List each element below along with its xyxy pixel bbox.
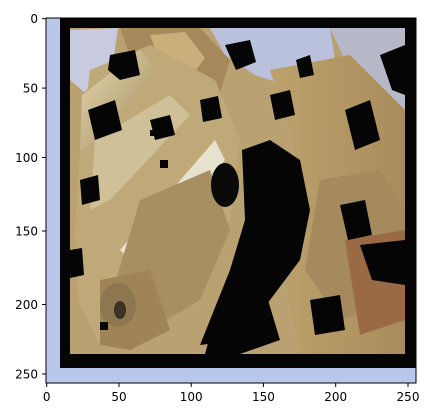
- x-tick-label: 50: [111, 390, 126, 404]
- x-tick-label: 100: [180, 390, 203, 404]
- horse-image: [46, 18, 416, 383]
- y-tick-label: 200: [15, 298, 38, 312]
- y-tick-label: 50: [23, 82, 38, 96]
- y-tick-label: 150: [15, 225, 38, 239]
- x-tick-label: 200: [324, 390, 347, 404]
- x-tick-label: 150: [252, 390, 275, 404]
- x-tick-label: 0: [43, 390, 51, 404]
- x-tick-label: 250: [397, 390, 420, 404]
- y-tick-label: 100: [15, 151, 38, 165]
- y-tick-label: 0: [30, 12, 38, 26]
- y-tick-label: 250: [15, 368, 38, 382]
- x-axis: 0 50 100 150 200 250: [43, 383, 420, 404]
- y-axis: 0 50 100 150 200 250: [15, 12, 46, 382]
- axes-frame: [45, 17, 417, 384]
